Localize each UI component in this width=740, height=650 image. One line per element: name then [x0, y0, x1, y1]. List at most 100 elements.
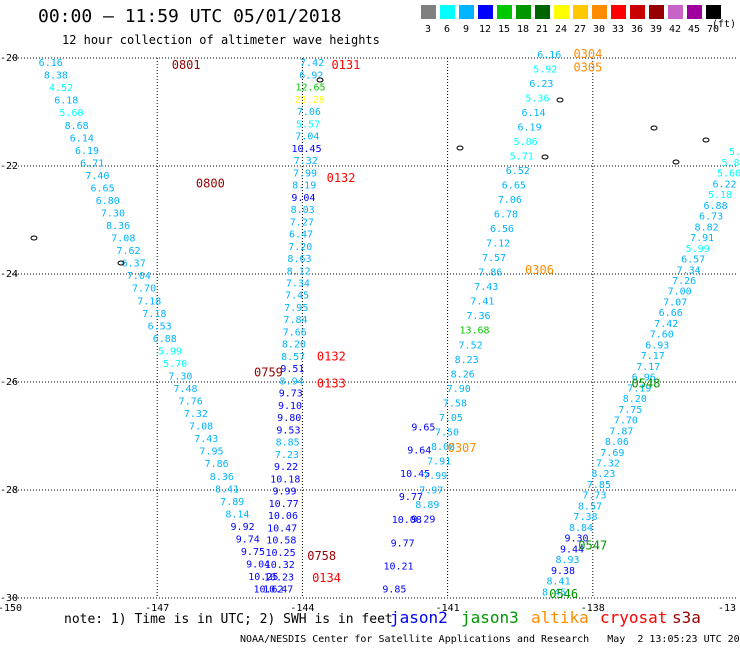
wave-height-value: 5.71 [510, 152, 534, 163]
legend-swatch [440, 5, 455, 19]
legend-swatch-label: 42 [668, 24, 682, 35]
wave-height-value: 7.60 [650, 330, 674, 341]
y-tick-label: -22 [0, 161, 18, 172]
wave-height-value: 8.57 [281, 352, 305, 363]
wave-height-value: 7.91 [690, 233, 714, 244]
pass-time-label: 0133 [317, 376, 346, 390]
wave-height-value: 9.73 [279, 389, 303, 400]
island-outline [702, 137, 710, 143]
wave-height-value: 10.62 [253, 585, 283, 596]
wave-height-value: 10.47 [263, 585, 293, 596]
island-outline [456, 145, 464, 151]
wave-height-value: 7.95 [199, 447, 223, 458]
wave-height-value: 7.19 [627, 383, 651, 394]
legend-swatch-label: 24 [554, 24, 568, 35]
pass-time-label: 0307 [448, 441, 477, 455]
wave-height-value: 7.06 [297, 107, 321, 118]
wave-height-value: 7.95 [284, 303, 308, 314]
island-outline [672, 159, 680, 165]
wave-height-value: 5.60 [717, 169, 740, 180]
legend-swatch-label: 45 [687, 24, 701, 35]
y-tick-label: -26 [0, 377, 18, 388]
wave-height-value: 9.04 [291, 193, 315, 204]
wave-height-value: 7.17 [641, 351, 665, 362]
wave-height-value: 6.66 [659, 308, 683, 319]
wave-height-value: 7.69 [600, 448, 624, 459]
wave-height-value: 7.87 [609, 426, 633, 437]
wave-height-value: 8.26 [451, 369, 475, 380]
wave-height-value: 9.30 [564, 534, 588, 545]
wave-height-value: 7.57 [482, 253, 506, 264]
legend-swatch [459, 5, 474, 19]
wave-height-value: 7.99 [293, 168, 317, 179]
wave-height-value: 7.43 [194, 434, 218, 445]
wave-height-value: 6.37 [122, 259, 146, 270]
wave-height-value: 8.19 [292, 181, 316, 192]
wave-height-value: 10.77 [269, 499, 299, 510]
wave-height-value: 7.50 [435, 427, 459, 438]
wave-height-value: 7.06 [498, 195, 522, 206]
wave-height-value: 5.9 [729, 147, 740, 158]
wave-height-value: 8.93 [555, 555, 579, 566]
legend-swatch [630, 5, 645, 19]
pass-time-label: 0800 [196, 177, 225, 191]
legend-swatch [421, 5, 436, 19]
wave-height-value: 8.20 [623, 394, 647, 405]
wave-height-value: 6.47 [289, 230, 313, 241]
wave-height-value: 10.47 [267, 523, 297, 534]
pass-time-label: 0132 [317, 349, 346, 363]
satellite-label-jason2: jason2 [390, 608, 448, 627]
legend-swatch [592, 5, 607, 19]
wave-height-value: 9.64 [407, 446, 431, 457]
wave-height-value: 7.34 [286, 278, 310, 289]
wave-height-value: 9.53 [276, 425, 300, 436]
wave-height-value: 8.41 [215, 484, 239, 495]
wave-height-value: 10.45 [292, 144, 322, 155]
wave-height-value: 8.06 [605, 437, 629, 448]
legend-swatch-label: 9 [462, 24, 470, 35]
wave-height-value: 7.30 [168, 371, 192, 382]
y-tick-label: -20 [0, 53, 18, 64]
wave-height-value: 7.91 [427, 456, 451, 467]
wave-height-value: 6.92 [299, 70, 323, 81]
wave-height-value: 5.86 [514, 137, 538, 148]
wave-height-value: 9.99 [272, 487, 296, 498]
legend-swatch [516, 5, 531, 19]
wave-height-value: 8.63 [287, 254, 311, 265]
wave-height-value: 7.04 [295, 132, 319, 143]
pass-time-label: 0547 [578, 538, 607, 552]
wave-height-value: 7.58 [443, 398, 467, 409]
wave-height-value: 7.17 [636, 362, 660, 373]
legend-unit: (ft) [712, 19, 737, 30]
wave-height-value: 6.78 [494, 210, 518, 221]
wave-height-value: 7.27 [290, 217, 314, 228]
wave-height-value: 10.08 [392, 515, 422, 526]
wave-height-value: 6.16 [39, 58, 63, 69]
island-outline [556, 97, 564, 103]
wave-height-value: 7.38 [573, 512, 597, 523]
wave-height-value: 8.68 [65, 121, 89, 132]
wave-height-value: 7.26 [672, 276, 696, 287]
wave-height-value: 10.18 [270, 474, 300, 485]
wave-height-value: 10.21 [383, 561, 413, 572]
wave-height-value: 7.66 [283, 327, 307, 338]
legend-swatch-label: 15 [497, 24, 511, 35]
wave-height-value: 23.28 [295, 95, 325, 106]
pass-time-label: 0758 [307, 549, 336, 563]
legend-swatch-label: 27 [573, 24, 587, 35]
wave-height-value: 5.70 [163, 359, 187, 370]
legend-swatch [687, 5, 702, 19]
wave-height-value: 7.86 [205, 459, 229, 470]
wave-height-value: 10.45 [400, 469, 430, 480]
wave-height-value: 7.42 [654, 319, 678, 330]
wave-height-value: 6.65 [502, 181, 526, 192]
legend-swatch [649, 5, 664, 19]
wave-height-value: 8.03 [291, 205, 315, 216]
wave-height-value: 7.20 [288, 242, 312, 253]
legend-swatch [668, 5, 683, 19]
wave-height-value: 7.30 [101, 209, 125, 220]
wave-height-value: 7.76 [179, 397, 203, 408]
island-outline [117, 260, 125, 266]
wave-height-value: 7.97 [419, 485, 443, 496]
